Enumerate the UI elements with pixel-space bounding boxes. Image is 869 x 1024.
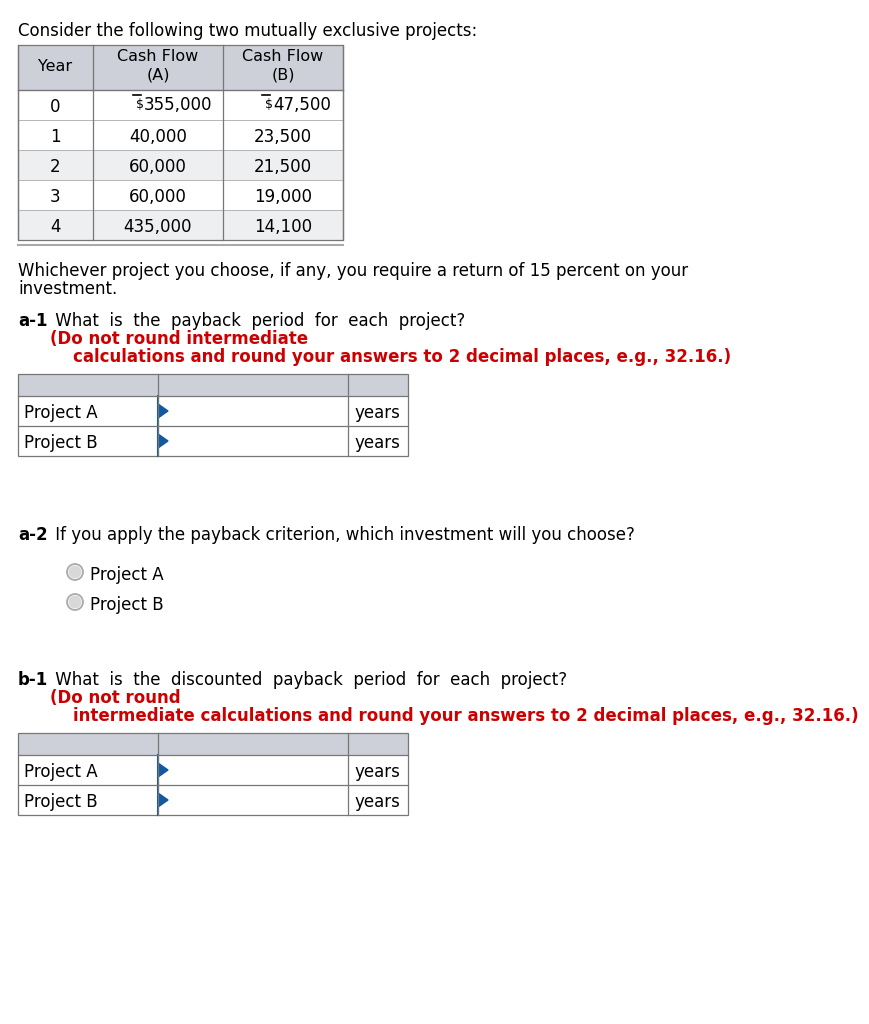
Text: 60,000: 60,000 <box>129 158 187 176</box>
Text: 23,500: 23,500 <box>254 128 312 146</box>
Bar <box>18 120 342 150</box>
Bar <box>18 90 342 120</box>
Text: calculations and round your answers to 2 decimal places, e.g., 32.16.): calculations and round your answers to 2… <box>50 348 730 366</box>
Text: (Do not round intermediate: (Do not round intermediate <box>50 330 308 348</box>
Polygon shape <box>158 404 168 418</box>
Bar <box>18 210 342 240</box>
Text: 435,000: 435,000 <box>123 218 192 236</box>
Polygon shape <box>158 793 168 807</box>
Text: years: years <box>354 434 400 452</box>
Bar <box>18 396 408 426</box>
Text: 0: 0 <box>50 98 61 116</box>
Text: Cash Flow: Cash Flow <box>117 49 198 63</box>
Text: What  is  the  discounted  payback  period  for  each  project?: What is the discounted payback period fo… <box>50 671 577 689</box>
Bar <box>18 45 342 90</box>
Bar <box>18 180 342 210</box>
Text: a-1: a-1 <box>18 312 48 330</box>
Bar <box>18 374 408 396</box>
Text: Project A: Project A <box>90 566 163 584</box>
Text: Project A: Project A <box>24 404 97 422</box>
Text: If you apply the payback criterion, which investment will you choose?: If you apply the payback criterion, whic… <box>50 526 634 544</box>
Text: What  is  the  payback  period  for  each  project?: What is the payback period for each proj… <box>50 312 475 330</box>
Text: Project A: Project A <box>24 763 97 781</box>
Text: Year: Year <box>38 59 72 74</box>
Text: years: years <box>354 793 400 811</box>
Text: Whichever project you choose, if any, you require a return of 15 percent on your: Whichever project you choose, if any, yo… <box>18 262 687 280</box>
Text: 355,000: 355,000 <box>144 96 212 114</box>
Text: 14,100: 14,100 <box>254 218 312 236</box>
Text: 19,000: 19,000 <box>254 188 312 206</box>
Text: 4: 4 <box>50 218 61 236</box>
Text: (B): (B) <box>271 67 295 82</box>
Bar <box>18 150 342 180</box>
Bar <box>18 45 342 240</box>
Text: $: $ <box>136 98 144 111</box>
Bar <box>18 374 408 456</box>
Text: b-1: b-1 <box>18 671 48 689</box>
Circle shape <box>69 596 82 608</box>
Text: years: years <box>354 763 400 781</box>
Text: Cash Flow: Cash Flow <box>242 49 323 63</box>
Text: 40,000: 40,000 <box>129 128 187 146</box>
Text: investment.: investment. <box>18 280 117 298</box>
Text: 3: 3 <box>50 188 61 206</box>
Text: Project B: Project B <box>24 793 97 811</box>
Text: 1: 1 <box>50 128 61 146</box>
Bar <box>18 426 408 456</box>
Bar <box>18 755 408 785</box>
Text: Consider the following two mutually exclusive projects:: Consider the following two mutually excl… <box>18 22 477 40</box>
Text: 2: 2 <box>50 158 61 176</box>
Text: $: $ <box>265 98 273 111</box>
Text: 21,500: 21,500 <box>254 158 312 176</box>
Polygon shape <box>158 763 168 777</box>
Text: Project B: Project B <box>90 596 163 614</box>
Bar <box>18 733 408 755</box>
Text: intermediate calculations and round your answers to 2 decimal places, e.g., 32.1: intermediate calculations and round your… <box>50 707 858 725</box>
Text: (Do not round: (Do not round <box>50 689 181 707</box>
Bar <box>18 785 408 815</box>
Text: 47,500: 47,500 <box>273 96 330 114</box>
Text: Project B: Project B <box>24 434 97 452</box>
Text: (A): (A) <box>146 67 169 82</box>
Bar <box>18 733 408 815</box>
Polygon shape <box>158 434 168 449</box>
Text: a-2: a-2 <box>18 526 48 544</box>
Text: 60,000: 60,000 <box>129 188 187 206</box>
Text: years: years <box>354 404 400 422</box>
Circle shape <box>69 565 82 579</box>
